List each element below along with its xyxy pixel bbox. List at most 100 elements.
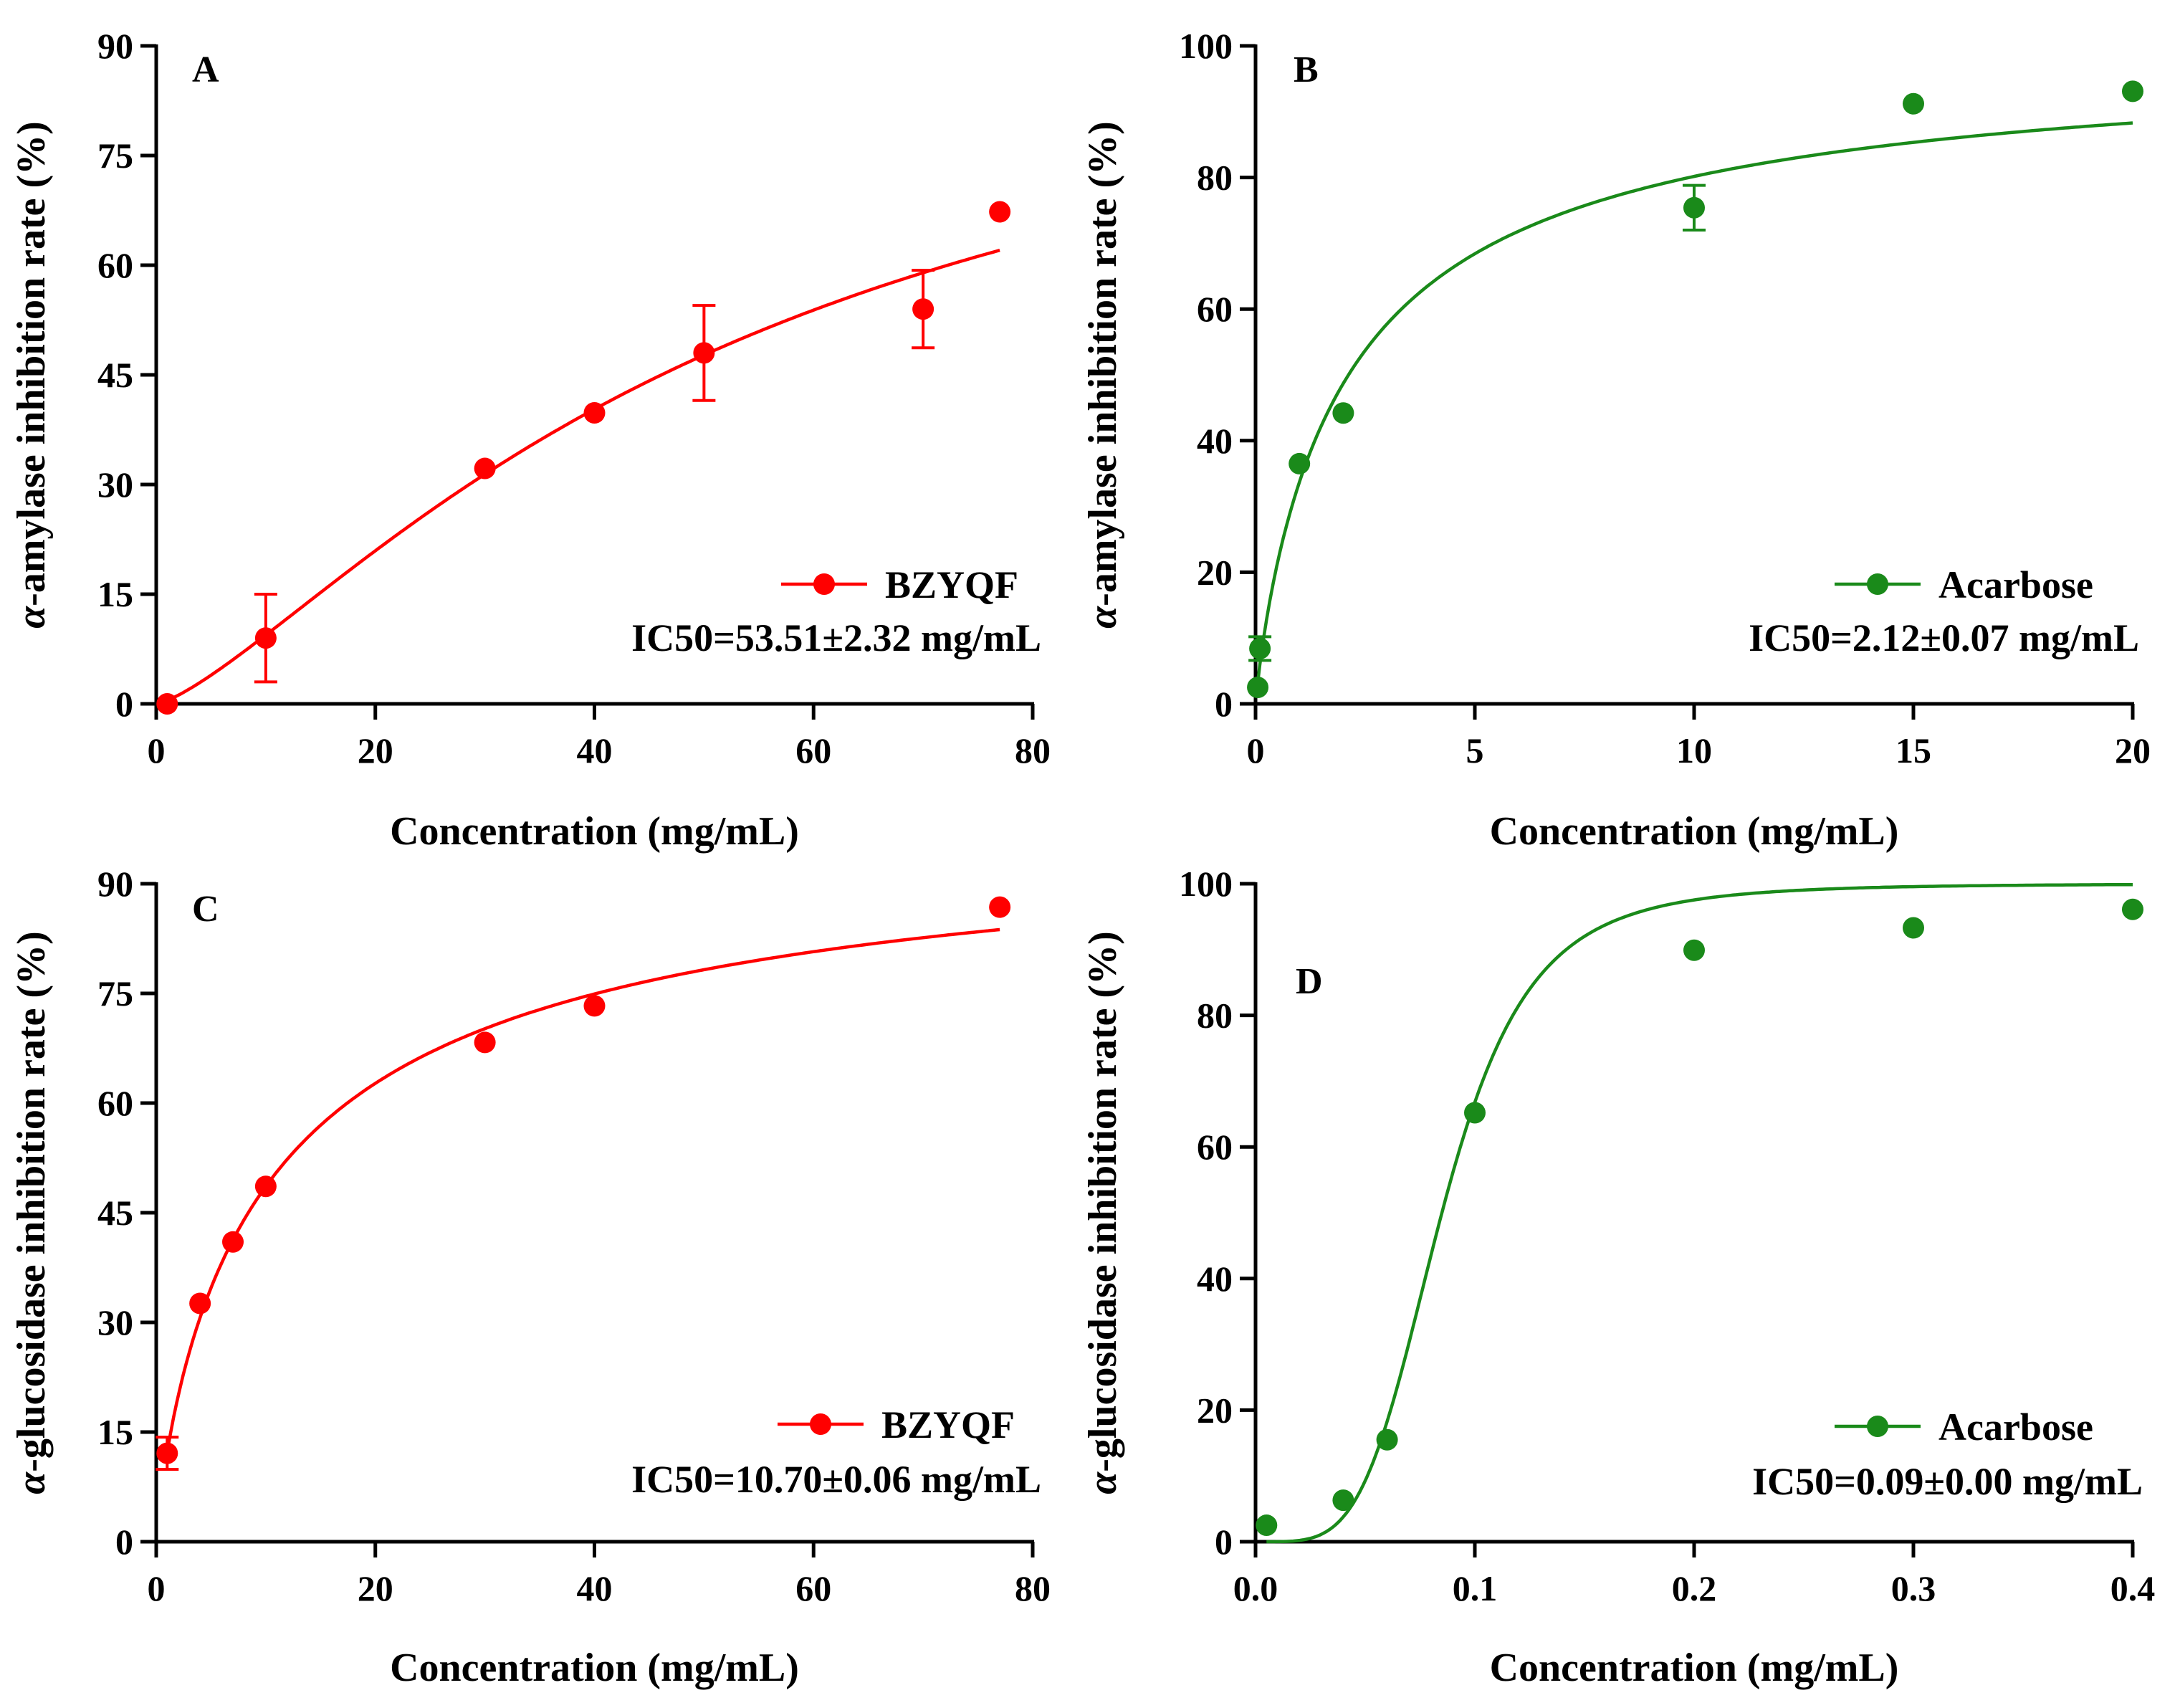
panel-b-x-axis-title: Concentration (mg/mL): [1490, 809, 1899, 854]
panel-a-legend-marker: [813, 573, 835, 595]
panel-a-x-tick-label: 60: [795, 730, 831, 770]
panel-b-y-tick-label: 80: [1197, 158, 1233, 198]
panel-d-x-axis-title: Concentration (mg/mL): [1490, 1646, 1899, 1690]
panel-c-legend-marker: [810, 1413, 831, 1435]
panel-b-y-tick-label: 60: [1197, 289, 1233, 329]
panel-d-data-point: [1464, 1102, 1486, 1124]
panel-d-data-point: [1683, 939, 1705, 961]
panel-b: 0 20 40 60 80 100 0 5 10 15 20 Concentration (mg/mL…: [1081, 26, 2151, 854]
panel-b-data-point: [1249, 637, 1271, 659]
panel-d-x-tick-label: 0.3: [1891, 1568, 1936, 1608]
panel-b-ic50-annotation: IC50=2.12±0.07 mg/mL: [1749, 616, 2139, 659]
panel-d: 0 20 40 60 80 100 0.0 0.1 0.2 0.3 0.4 Concentration…: [1081, 864, 2155, 1690]
panel-d-letter: D: [1296, 961, 1323, 1002]
panel-a-x-tick-label: 40: [577, 730, 613, 770]
panel-c-x-tick-label: 80: [1015, 1568, 1051, 1608]
panel-b-x-tick-label: 10: [1676, 730, 1712, 770]
panel-a-y-tick-label: 0: [115, 684, 133, 724]
panel-d-y-axis-title-text: -glucosidase inhibition rate (%): [1081, 931, 1125, 1471]
panel-d-y-tick-label: 60: [1197, 1127, 1233, 1167]
panel-d-y-tick-label: 40: [1197, 1259, 1233, 1299]
panel-c-x-tick-label: 60: [795, 1568, 831, 1608]
panel-c-data-point: [474, 1031, 496, 1054]
panel-c-fit-curve: [166, 927, 1000, 1453]
panel-a-data-point: [156, 693, 178, 715]
panel-a-data-point: [989, 201, 1011, 223]
panel-a-y-tick-label: 75: [97, 135, 133, 176]
panel-d-y-tick-label: 0: [1215, 1522, 1233, 1562]
panel-a-x-axis-title: Concentration (mg/mL): [390, 809, 799, 854]
panel-c-y-tick-label: 75: [97, 973, 133, 1013]
panel-c-data-point: [583, 995, 606, 1017]
panel-d-legend-marker: [1867, 1416, 1888, 1437]
panel-c-y-tick-label: 90: [97, 864, 133, 904]
panel-c: 0 15 30 45 60 75 90 0 20 40 60 80 Concentration (mg/…: [9, 864, 1051, 1690]
panel-a-ic50-annotation: IC50=53.51±2.32 mg/mL: [631, 616, 1041, 659]
panel-c-y-tick-label: 15: [97, 1412, 133, 1452]
panel-c-letter: C: [192, 889, 219, 930]
panel-d-fit-curve: [1266, 882, 2133, 1544]
panel-d-x-tick-label: 0.2: [1672, 1568, 1717, 1608]
panel-d-data-point: [2122, 898, 2143, 920]
panel-a-data-point: [254, 627, 277, 649]
panel-d-data-point: [1256, 1514, 1278, 1537]
panel-a-y-axis-title: α-amylase inhibition rate (%): [9, 121, 54, 629]
panel-b-x-tick-label: 5: [1466, 730, 1484, 770]
panel-d-y-tick-label: 100: [1179, 864, 1233, 904]
panel-b-data-point: [1683, 196, 1705, 219]
panel-b-data-point: [1903, 92, 1924, 115]
panel-a-data-point: [474, 457, 496, 480]
panel-b-legend-marker: [1867, 573, 1888, 595]
panel-b-y-tick-label: 100: [1179, 26, 1233, 66]
panel-c-y-axis-title: α-glucosidase inhibition rate (%): [9, 931, 54, 1494]
panel-c-data-point: [156, 1442, 178, 1464]
panel-a-y-tick-label: 60: [97, 245, 133, 285]
panel-a-fit-curve: [166, 249, 1000, 702]
panel-c-y-tick-label: 60: [97, 1083, 133, 1123]
panel-a-y-tick-label: 45: [97, 355, 133, 395]
panel-b-y-tick-label: 0: [1215, 684, 1233, 724]
panel-c-y-axis-title-greek: α: [9, 1471, 54, 1494]
panel-b-x-tick-label: 0: [1247, 730, 1265, 770]
panel-a-y-axis-title-text: -amylase inhibition rate (%): [9, 121, 54, 606]
panel-c-x-tick-label: 20: [358, 1568, 393, 1608]
panel-c-x-tick-label: 40: [577, 1568, 613, 1608]
panel-c-y-axis-title-text: -glucosidase inhibition rate (%): [9, 931, 54, 1471]
panel-a: 0 15 30 45 60 75 90 0 20 40 60 80 Concentration (mg/…: [9, 26, 1051, 854]
panel-d-data-point: [1376, 1428, 1398, 1451]
panel-d-data-point: [1332, 1489, 1354, 1512]
panel-d-data-point: [1903, 917, 1924, 939]
panel-d-y-axis-title-greek: α: [1081, 1471, 1125, 1494]
panel-d-x-tick-label: 0.4: [2110, 1568, 2156, 1608]
panel-a-x-tick-label: 0: [148, 730, 166, 770]
panel-b-data-point: [1247, 677, 1269, 699]
panel-a-y-tick-label: 90: [97, 26, 133, 66]
panel-b-x-tick-label: 20: [2115, 730, 2151, 770]
panel-b-y-axis-title: α-amylase inhibition rate (%): [1081, 121, 1125, 629]
panel-b-y-axis-title-greek: α: [1081, 606, 1125, 629]
panel-a-letter: A: [192, 49, 219, 90]
panel-c-data-point: [989, 896, 1011, 918]
panel-c-legend-label: BZYQF: [881, 1403, 1015, 1446]
panel-a-y-axis-title-greek: α: [9, 606, 54, 629]
panel-b-data-point: [1289, 452, 1311, 474]
panel-a-legend-label: BZYQF: [885, 563, 1018, 606]
panel-a-data-point: [912, 298, 934, 320]
panel-b-x-tick-label: 15: [1895, 730, 1931, 770]
panel-c-y-tick-label: 0: [115, 1522, 133, 1562]
panel-d-y-tick-label: 20: [1197, 1390, 1233, 1430]
panel-b-fit-curve: [1254, 121, 2133, 695]
panel-b-y-tick-label: 40: [1197, 421, 1233, 461]
panel-c-y-tick-label: 30: [97, 1302, 133, 1342]
panel-b-letter: B: [1294, 49, 1319, 90]
panel-b-y-tick-label: 20: [1197, 552, 1233, 592]
panel-a-y-tick-label: 30: [97, 464, 133, 505]
panel-c-data-point: [222, 1231, 244, 1253]
panel-d-x-tick-label: 0.1: [1453, 1568, 1498, 1608]
panel-a-data-point: [693, 342, 715, 364]
panel-c-data-point: [189, 1292, 211, 1315]
panel-a-y-tick-label: 15: [97, 574, 133, 614]
panel-d-y-axis-title: α-glucosidase inhibition rate (%): [1081, 931, 1125, 1494]
panel-d-ic50-annotation: IC50=0.09±0.00 mg/mL: [1752, 1460, 2143, 1503]
